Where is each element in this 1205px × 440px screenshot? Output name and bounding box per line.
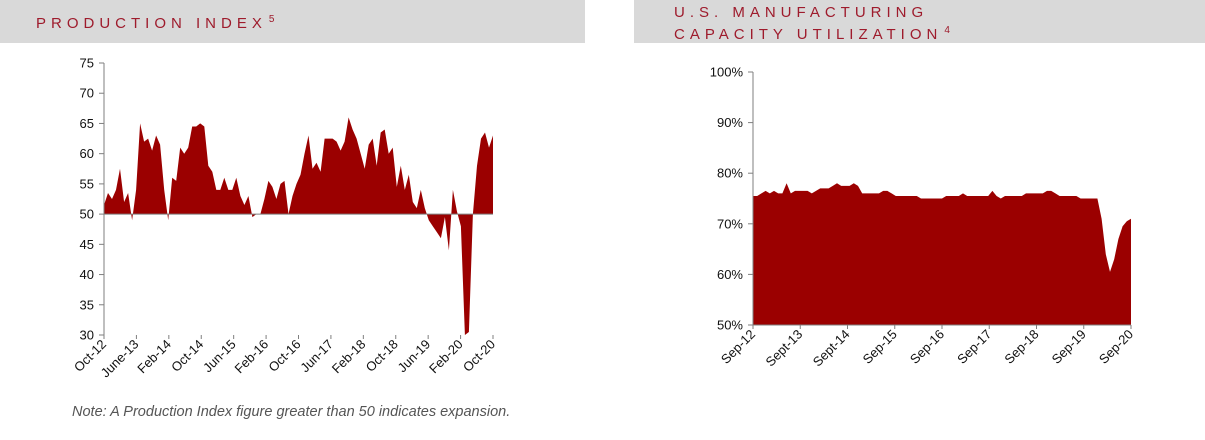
capacity-utilization-y-tick-label: 60%: [717, 267, 743, 282]
capacity-utilization-footnote: 4: [944, 25, 950, 36]
production-index-x-tick-label: Oct-18: [363, 337, 401, 375]
capacity-utilization-y-tick-label: 70%: [717, 216, 743, 231]
production-index-x-tick-label: Oct-14: [168, 337, 206, 375]
capacity-utilization-x-tick-label: Sep-18: [1001, 327, 1041, 367]
capacity-utilization-header: U.S. MANUFACTURING CAPACITY UTILIZATION 4: [634, 0, 1205, 43]
capacity-utilization-y-tick-label: 80%: [717, 166, 743, 181]
production-index-y-tick-label: 65: [80, 116, 94, 131]
production-index-y-tick-label: 70: [80, 86, 94, 101]
production-index-area: [104, 117, 493, 336]
production-index-x-tick-label: Oct-16: [265, 337, 303, 375]
capacity-utilization-x-tick-label: Sep-19: [1049, 327, 1089, 367]
capacity-utilization-area: [753, 183, 1131, 325]
production-index-y-tick-label: 45: [80, 237, 94, 252]
production-index-x-tick-label: Oct-20: [460, 337, 498, 375]
production-index-x-tick-label: Feb-20: [426, 337, 466, 377]
production-index-x-tick-label: Jun-17: [297, 337, 336, 376]
capacity-utilization-y-tick-label: 100%: [710, 65, 744, 80]
production-index-y-tick-label: 40: [80, 267, 94, 282]
capacity-utilization-x-tick-label: Sept-13: [763, 327, 806, 370]
capacity-utilization-y-tick-label: 90%: [717, 115, 743, 130]
production-index-y-tick-label: 50: [80, 207, 94, 222]
capacity-utilization-title-line1: U.S. MANUFACTURING: [674, 4, 929, 21]
capacity-utilization-x-tick-label: Sep-12: [718, 327, 758, 367]
production-index-y-tick-label: 30: [80, 328, 94, 343]
production-index-footnote: 5: [268, 14, 275, 25]
production-index-x-tick-label: Feb-16: [231, 337, 271, 377]
production-index-x-tick-label: Feb-14: [134, 337, 174, 377]
capacity-utilization-chart: 50%60%70%80%90%100%Sep-12 Sept-13 Sept-14 S…: [710, 65, 1136, 370]
capacity-utilization-x-tick-label: Sep-15: [860, 327, 900, 367]
capacity-utilization-x-tick-label: Sep-17: [954, 327, 994, 367]
capacity-utilization-y-tick-label: 50%: [717, 318, 743, 333]
expansion-note: Note: A Production Index figure greater …: [72, 404, 511, 420]
capacity-utilization-x-tick-label: Sep-16: [907, 327, 947, 367]
production-index-x-tick-label: Feb-18: [329, 337, 369, 377]
capacity-utilization-x-tick-label: Sept-14: [810, 327, 853, 370]
production-index-title: PRODUCTION INDEX: [36, 15, 267, 32]
production-index-header: PRODUCTION INDEX 5: [0, 0, 585, 43]
production-index-y-tick-label: 55: [80, 176, 94, 191]
capacity-utilization-title-line2: CAPACITY UTILIZATION: [674, 26, 943, 43]
capacity-utilization-x-tick-label: Sep-20: [1096, 327, 1136, 367]
production-index-y-tick-label: 60: [80, 146, 94, 161]
production-index-x-tick-label: Jun-19: [395, 337, 434, 376]
production-index-x-tick-label: Jun-15: [200, 337, 239, 376]
production-index-chart: 30354045505560657075Oct-12June-13Feb-14O…: [71, 56, 498, 381]
production-index-y-tick-label: 35: [80, 297, 94, 312]
production-index-y-tick-label: 75: [80, 56, 94, 71]
